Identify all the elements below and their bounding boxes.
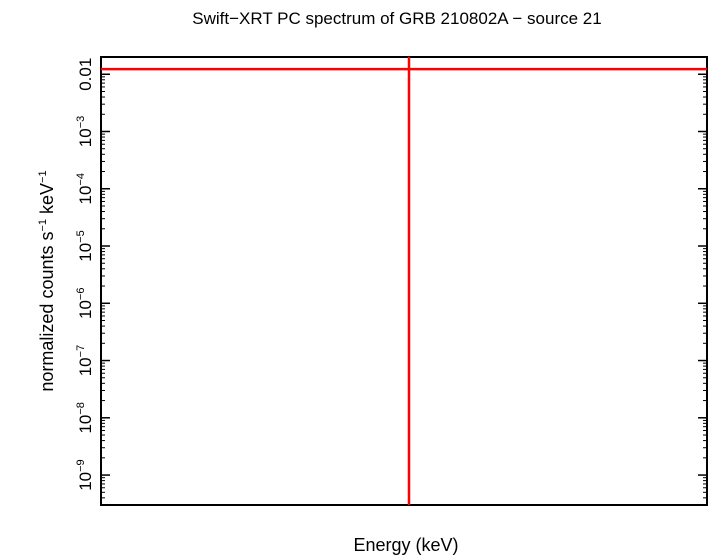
y-axis-label-part: −1 <box>37 170 49 183</box>
y-axis-label-part: −1 <box>37 219 49 232</box>
chart-title: Swift−XRT PC spectrum of GRB 210802A − s… <box>192 9 601 28</box>
y-tick-label: 10−7 <box>75 345 95 376</box>
y-axis-ticks: 0.01 10−3 10−4 10−5 10−6 10−7 10−8 10−9 <box>75 56 707 506</box>
y-tick-label: 10−6 <box>75 288 95 319</box>
plot-frame <box>100 56 708 506</box>
data-series <box>101 57 707 505</box>
y-tick-label: 10−3 <box>75 116 95 147</box>
y-axis-label-part: keV <box>37 183 57 219</box>
y-axis-label: normalized counts s−1 keV−1 <box>37 170 57 391</box>
y-tick-label: 10−8 <box>75 402 95 433</box>
y-tick-label: 10−4 <box>75 173 95 204</box>
y-tick-label: 0.01 <box>76 58 95 91</box>
y-tick-label: 10−5 <box>75 230 95 261</box>
y-axis-label-part: normalized counts s <box>37 232 57 392</box>
y-tick-label: 10−9 <box>75 459 95 490</box>
x-axis-label: Energy (keV) <box>353 535 458 555</box>
